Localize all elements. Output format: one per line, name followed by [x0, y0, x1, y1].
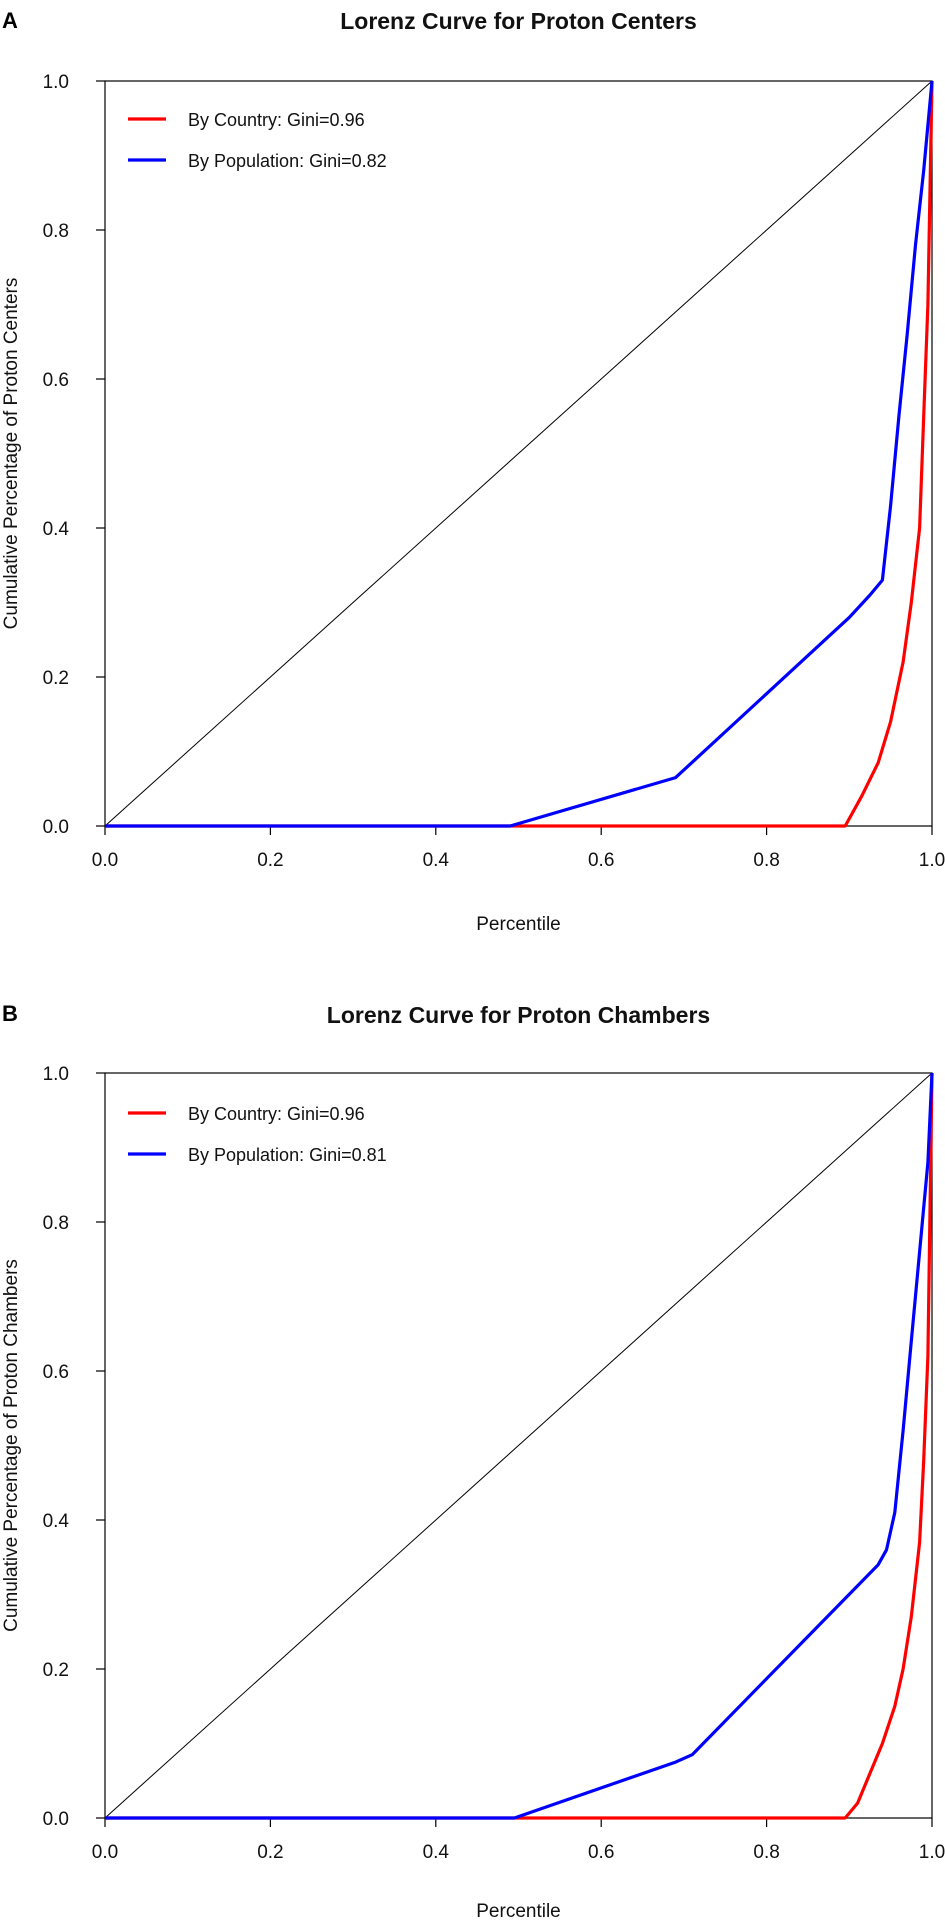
- chart-title: Lorenz Curve for Proton Chambers: [327, 1002, 710, 1028]
- series-line-by-population: [105, 80, 934, 828]
- x-tick-label: 0.4: [423, 850, 450, 871]
- x-tick-label: 0.2: [257, 850, 283, 871]
- y-tick-label: 0.4: [43, 1511, 70, 1532]
- series-line-by-population: [105, 1072, 934, 1820]
- x-tick-label: 0.8: [753, 1842, 779, 1863]
- y-tick-label: 0.8: [43, 1213, 69, 1234]
- x-tick-label: 0.2: [257, 1842, 283, 1863]
- x-tick-label: 0.8: [753, 850, 779, 871]
- y-axis-label: Cumulative Percentage of Proton Chambers: [1, 1259, 22, 1632]
- equality-line: [104, 1072, 933, 1819]
- y-axis-label: Cumulative Percentage of Proton Centers: [1, 278, 22, 630]
- x-tick-label: 0.6: [588, 1842, 614, 1863]
- legend-entry: By Population: Gini=0.82: [188, 151, 387, 171]
- chart-panel-b: B Lorenz Curve for Proton Chambers 0.0 0.2 0…: [1, 1001, 945, 1922]
- x-axis-label: Percentile: [476, 1901, 561, 1922]
- y-tick-label: 1.0: [43, 1064, 69, 1085]
- x-axis-label: Percentile: [476, 914, 561, 935]
- x-tick-label: 1.0: [919, 850, 945, 871]
- panel-letter: B: [2, 1001, 18, 1026]
- y-tick-label: 0.0: [43, 1809, 69, 1830]
- y-tick-label: 0.8: [43, 221, 69, 242]
- panel-letter: A: [2, 8, 18, 33]
- x-tick-label: 0.4: [423, 1842, 450, 1863]
- chart-panel-a: A Lorenz Curve for Proton Centers 0.0 0.2 0.…: [1, 8, 945, 935]
- y-tick-label: 0.2: [43, 668, 69, 689]
- legend-entry: By Country: Gini=0.96: [188, 110, 365, 130]
- series-line-by-country: [105, 80, 934, 828]
- y-tick-label: 0.2: [43, 1660, 69, 1681]
- y-tick-label: 0.6: [43, 1362, 69, 1383]
- x-tick-label: 0.0: [92, 1842, 118, 1863]
- chart-title: Lorenz Curve for Proton Centers: [340, 8, 697, 34]
- y-tick-label: 0.6: [43, 370, 69, 391]
- legend-entry: By Country: Gini=0.96: [188, 1104, 365, 1124]
- y-tick-label: 1.0: [43, 72, 69, 93]
- x-tick-label: 0.0: [92, 850, 118, 871]
- y-tick-label: 0.0: [43, 817, 69, 838]
- series-line-by-country: [105, 1072, 934, 1820]
- legend-entry: By Population: Gini=0.81: [188, 1145, 387, 1165]
- x-tick-label: 1.0: [919, 1842, 945, 1863]
- equality-line: [104, 80, 933, 827]
- y-tick-label: 0.4: [43, 519, 70, 540]
- x-tick-label: 0.6: [588, 850, 614, 871]
